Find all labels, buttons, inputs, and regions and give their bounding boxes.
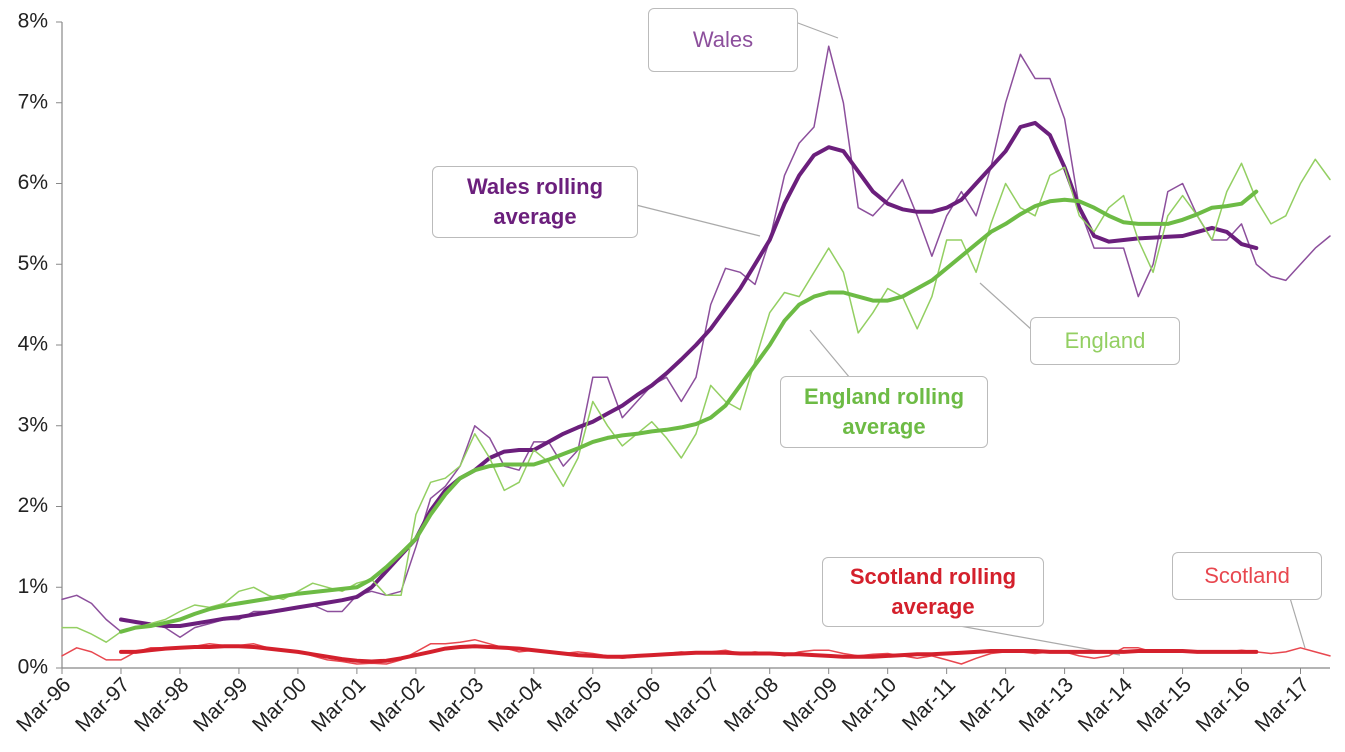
- x-tick-label: Mar-96: [12, 673, 75, 736]
- x-tick-label: Mar-14: [1074, 673, 1138, 737]
- x-tick-label: Mar-02: [366, 673, 429, 736]
- y-tick-label: 5%: [18, 252, 48, 275]
- y-tick-label: 0%: [18, 656, 48, 679]
- x-tick-label: Mar-05: [543, 673, 606, 736]
- x-tick-label: Mar-00: [248, 673, 311, 736]
- x-tick-label: Mar-12: [956, 673, 1019, 736]
- x-tick-label: Mar-01: [307, 673, 370, 736]
- x-tick-label: Mar-06: [602, 673, 665, 736]
- x-tick-label: Mar-16: [1192, 673, 1255, 736]
- x-tick-label: Mar-07: [661, 673, 724, 736]
- callout: Wales: [648, 8, 798, 72]
- x-tick-label: Mar-09: [779, 673, 842, 736]
- callout: England rolling average: [780, 376, 988, 448]
- x-tick-label: Mar-04: [484, 673, 548, 737]
- x-tick-label: Mar-17: [1251, 673, 1314, 736]
- y-tick-label: 2%: [18, 494, 48, 517]
- y-tick-label: 6%: [18, 171, 48, 194]
- series-line: [61, 158, 1331, 643]
- y-tick-label: 8%: [18, 10, 48, 33]
- x-tick-label: Mar-03: [425, 673, 488, 736]
- leader-line: [1289, 597, 1306, 649]
- y-tick-label: 4%: [18, 333, 48, 356]
- series-line: [119, 644, 1259, 664]
- callout: England: [1030, 317, 1180, 365]
- callout: Scotland rolling average: [822, 557, 1044, 627]
- callout: Wales rolling average: [432, 166, 638, 238]
- series-line: [119, 120, 1259, 628]
- leader-line: [789, 19, 839, 39]
- leader-lines: [635, 19, 1306, 656]
- leader-line: [979, 282, 1033, 331]
- x-tick-label: Mar-97: [71, 673, 134, 736]
- y-tick-label: 7%: [18, 90, 48, 113]
- x-tick-label: Mar-99: [189, 673, 252, 736]
- leader-line: [635, 204, 761, 237]
- x-tick-label: Mar-13: [1015, 673, 1078, 736]
- x-tick-label: Mar-15: [1133, 673, 1196, 736]
- callout: Scotland: [1172, 552, 1322, 600]
- series-line: [119, 189, 1259, 634]
- x-tick-label: Mar-10: [838, 673, 901, 736]
- x-tick-label: Mar-08: [720, 673, 783, 736]
- y-tick-label: 3%: [18, 413, 48, 436]
- y-tick-label: 1%: [18, 575, 48, 598]
- x-tick-label: Mar-11: [898, 673, 960, 735]
- leader-line: [809, 329, 851, 379]
- x-tick-label: Mar-98: [130, 673, 193, 736]
